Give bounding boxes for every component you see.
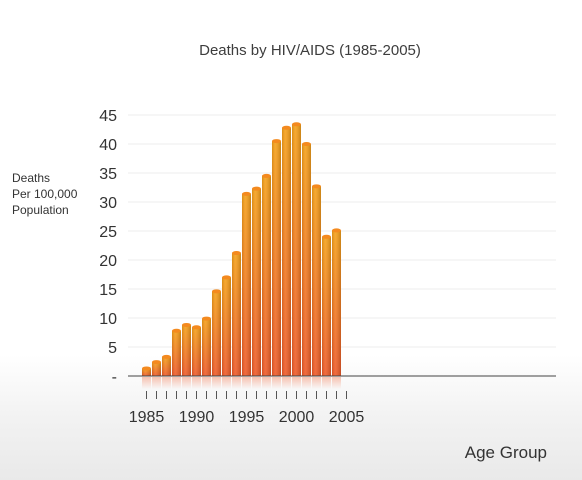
y-axis-label-line: Deaths bbox=[12, 171, 50, 185]
bar-cap bbox=[222, 275, 231, 280]
gridlines bbox=[128, 114, 556, 348]
bar-cap bbox=[262, 173, 271, 178]
bar-shading bbox=[282, 127, 291, 376]
bar-shading bbox=[252, 188, 261, 376]
bar-shading bbox=[332, 230, 341, 376]
bar-shading bbox=[302, 144, 311, 376]
bar-shading bbox=[142, 368, 151, 376]
bar-cap bbox=[322, 234, 331, 239]
y-tick-label: 45 bbox=[99, 108, 117, 125]
chart-title: Deaths by HIV/AIDS (1985-2005) bbox=[199, 42, 421, 59]
bar-cap bbox=[242, 191, 251, 196]
y-axis-label-line: Per 100,000 bbox=[12, 187, 78, 201]
bar-cap bbox=[212, 289, 221, 294]
x-tick-label: 2000 bbox=[279, 409, 315, 426]
y-axis-ticks: - 5 10 15 20 25 30 35 40 45 bbox=[99, 108, 117, 386]
bar-shading bbox=[152, 362, 161, 376]
bar-cap bbox=[312, 184, 321, 189]
bar-cap bbox=[202, 316, 211, 321]
bar-shading bbox=[182, 324, 191, 376]
bar-reflection bbox=[202, 377, 211, 389]
bar-shading bbox=[222, 277, 231, 376]
bar-shading bbox=[212, 291, 221, 376]
bar-reflection bbox=[302, 377, 311, 389]
bar-reflection bbox=[262, 377, 271, 389]
bar-shading bbox=[312, 186, 321, 376]
bars bbox=[142, 122, 341, 389]
y-tick-label: 10 bbox=[99, 311, 117, 328]
bar-reflection bbox=[232, 377, 241, 389]
y-tick-label: 5 bbox=[108, 340, 117, 357]
bar-reflection bbox=[312, 377, 321, 389]
bar-shading bbox=[232, 253, 241, 376]
bar-cap bbox=[332, 228, 341, 233]
bar-reflection bbox=[152, 377, 161, 389]
bar-shading bbox=[162, 356, 171, 376]
bar-shading bbox=[172, 330, 181, 376]
bar-cap bbox=[252, 186, 261, 191]
bar-reflection bbox=[292, 377, 301, 389]
y-tick-label: 35 bbox=[99, 166, 117, 183]
bar-shading bbox=[272, 141, 281, 376]
x-axis-tick-marks bbox=[146, 391, 347, 399]
x-axis-label: Age Group bbox=[465, 443, 547, 462]
bar-reflection bbox=[222, 377, 231, 389]
x-tick-label: 1985 bbox=[129, 409, 165, 426]
bar-cap bbox=[292, 122, 301, 127]
bar-cap bbox=[162, 354, 171, 359]
bar-reflection bbox=[322, 377, 331, 389]
x-axis-ticks: 1985 1990 1995 2000 2005 bbox=[129, 409, 365, 426]
y-tick-label: - bbox=[112, 369, 117, 386]
bar-reflection bbox=[192, 377, 201, 389]
bar-cap bbox=[192, 325, 201, 330]
bar-cap bbox=[172, 328, 181, 333]
bar-cap bbox=[152, 360, 161, 365]
y-tick-label: 20 bbox=[99, 253, 117, 270]
bar-reflection bbox=[252, 377, 261, 389]
bar-shading bbox=[192, 327, 201, 376]
bar-cap bbox=[302, 142, 311, 146]
y-tick-label: 25 bbox=[99, 224, 117, 241]
bar-reflection bbox=[162, 377, 171, 389]
bar-reflection bbox=[282, 377, 291, 389]
x-tick-label: 2005 bbox=[329, 409, 365, 426]
bar-reflection bbox=[182, 377, 191, 389]
bar-reflection bbox=[212, 377, 221, 389]
bar-cap bbox=[142, 366, 151, 371]
bar-cap bbox=[182, 322, 191, 327]
bar-shading bbox=[202, 318, 211, 376]
bar-reflection bbox=[172, 377, 181, 389]
bar-cap bbox=[232, 251, 241, 256]
bar-shading bbox=[292, 124, 301, 376]
bar-shading bbox=[242, 193, 251, 376]
bar-shading bbox=[262, 175, 271, 376]
bar-reflection bbox=[142, 377, 151, 389]
bar-reflection bbox=[272, 377, 281, 389]
bar-cap bbox=[282, 125, 291, 130]
bar-reflection bbox=[242, 377, 251, 389]
bar-cap bbox=[272, 139, 281, 144]
bar-reflection bbox=[332, 377, 341, 389]
y-tick-label: 40 bbox=[99, 137, 117, 154]
bar-shading bbox=[322, 236, 331, 376]
x-tick-label: 1995 bbox=[229, 409, 265, 426]
y-tick-label: 30 bbox=[99, 195, 117, 212]
y-axis-label: Deaths Per 100,000 Population bbox=[12, 171, 78, 217]
y-tick-label: 15 bbox=[99, 282, 117, 299]
x-tick-label: 1990 bbox=[179, 409, 215, 426]
y-axis-label-line: Population bbox=[12, 203, 69, 217]
